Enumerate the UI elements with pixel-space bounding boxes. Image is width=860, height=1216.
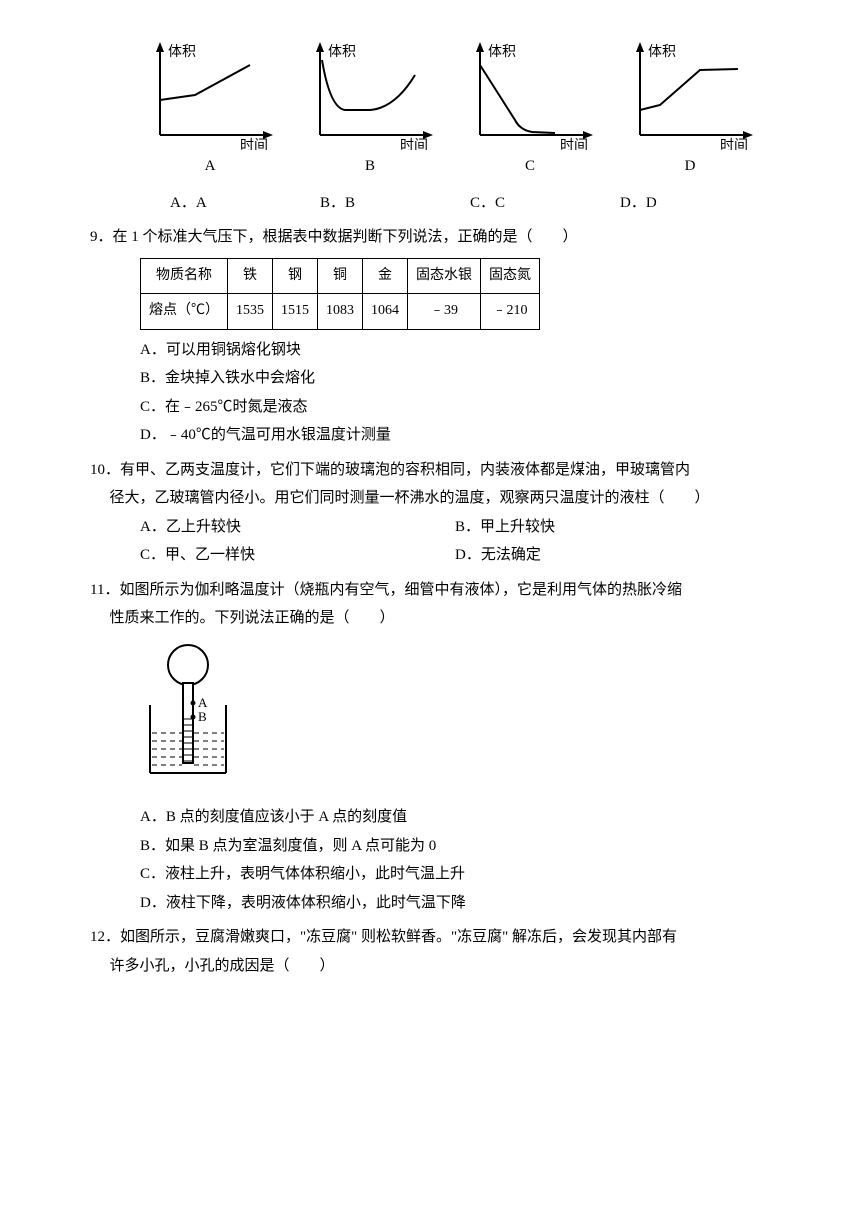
q8-option-b: B．B (320, 189, 470, 218)
graph-b-label: B (365, 152, 375, 181)
q11-stem-1: 11．如图所示为伽利略温度计（烧瓶内有空气，细管中有液体），它是利用气体的热胀冷… (90, 576, 770, 605)
q10-stem-1: 10．有甲、乙两支温度计，它们下端的玻璃泡的容积相同，内装液体都是煤油，甲玻璃管… (90, 456, 770, 485)
graph-a-label: A (205, 152, 216, 181)
q9-option-a: A．可以用铜锅熔化钢块 (140, 336, 770, 365)
graph-c: 体积 时间 C (460, 40, 600, 181)
svg-text:时间: 时间 (400, 138, 428, 150)
svg-text:体积: 体积 (648, 44, 676, 60)
question-11: 11．如图所示为伽利略温度计（烧瓶内有空气，细管中有液体），它是利用气体的热胀冷… (110, 576, 770, 918)
fig-label-b: B (198, 709, 207, 724)
q9-option-b: B．金块掉入铁水中会熔化 (140, 364, 770, 393)
q9-table-header-label: 物质名称 (141, 258, 228, 294)
q11-option-b: B．如果 B 点为室温刻度值，则 A 点可能为 0 (140, 832, 770, 861)
q11-option-d: D．液柱下降，表明液体体积缩小，此时气温下降 (140, 889, 770, 918)
q9-option-d: D．﹣40℃的气温可用水银温度计测量 (140, 421, 770, 450)
graph-a-svg: 体积 时间 (140, 40, 280, 150)
q8-option-d: D．D (620, 189, 770, 218)
question-10: 10．有甲、乙两支温度计，它们下端的玻璃泡的容积相同，内装液体都是煤油，甲玻璃管… (110, 456, 770, 570)
q9-option-c: C．在﹣265℃时氮是液态 (140, 393, 770, 422)
q11-option-c: C．液柱上升，表明气体体积缩小，此时气温上升 (140, 860, 770, 889)
q9-stem: 9．在 1 个标准大气压下，根据表中数据判断下列说法，正确的是（ ） (90, 223, 770, 252)
graph-c-label: C (525, 152, 535, 181)
q10-option-c: C．甲、乙一样快 (140, 541, 455, 570)
graph-d-label: D (685, 152, 696, 181)
q10-stem-2: 径大，乙玻璃管内径小。用它们同时测量一杯沸水的温度，观察两只温度计的液柱（ ） (90, 484, 770, 513)
q8-option-a: A．A (170, 189, 320, 218)
q10-option-b: B．甲上升较快 (455, 513, 770, 542)
graph-d: 体积 时间 D (620, 40, 760, 181)
svg-text:体积: 体积 (328, 44, 356, 60)
graph-b: 体积 时间 B (300, 40, 440, 181)
question-12: 12．如图所示，豆腐滑嫩爽口，"冻豆腐" 则松软鲜香。"冻豆腐" 解冻后，会发现… (110, 923, 770, 980)
x-axis-label: 时间 (240, 138, 268, 150)
svg-text:体积: 体积 (488, 44, 516, 60)
q11-option-a: A．B 点的刻度值应该小于 A 点的刻度值 (140, 803, 770, 832)
q9-table: 物质名称 铁 钢 铜 金 固态水银 固态氮 熔点（℃） 1535 1515 10… (140, 258, 540, 330)
q10-option-d: D．无法确定 (455, 541, 770, 570)
question-9: 9．在 1 个标准大气压下，根据表中数据判断下列说法，正确的是（ ） 物质名称 … (110, 223, 770, 450)
fig-label-a: A (198, 695, 208, 710)
svg-text:时间: 时间 (720, 138, 748, 150)
y-axis-label: 体积 (168, 44, 196, 60)
q12-stem-2: 许多小孔，小孔的成因是（ ） (90, 952, 770, 981)
q12-stem-1: 12．如图所示，豆腐滑嫩爽口，"冻豆腐" 则松软鲜香。"冻豆腐" 解冻后，会发现… (90, 923, 770, 952)
graph-a: 体积 时间 A (140, 40, 280, 181)
q10-option-a: A．乙上升较快 (140, 513, 455, 542)
graph-c-svg: 体积 时间 (460, 40, 600, 150)
svg-text:时间: 时间 (560, 138, 588, 150)
galileo-thermometer-figure: A B (140, 643, 770, 794)
q8-options: A．A B．B C．C D．D (170, 189, 770, 218)
q9-table-row-label: 熔点（℃） (141, 294, 228, 330)
graph-b-svg: 体积 时间 (300, 40, 440, 150)
volume-time-graphs: 体积 时间 A 体积 时间 B 体积 时间 C (140, 40, 770, 181)
galileo-svg: A B (140, 643, 240, 783)
graph-d-svg: 体积 时间 (620, 40, 760, 150)
q8-option-c: C．C (470, 189, 620, 218)
q11-stem-2: 性质来工作的。下列说法正确的是（ ） (90, 604, 770, 633)
